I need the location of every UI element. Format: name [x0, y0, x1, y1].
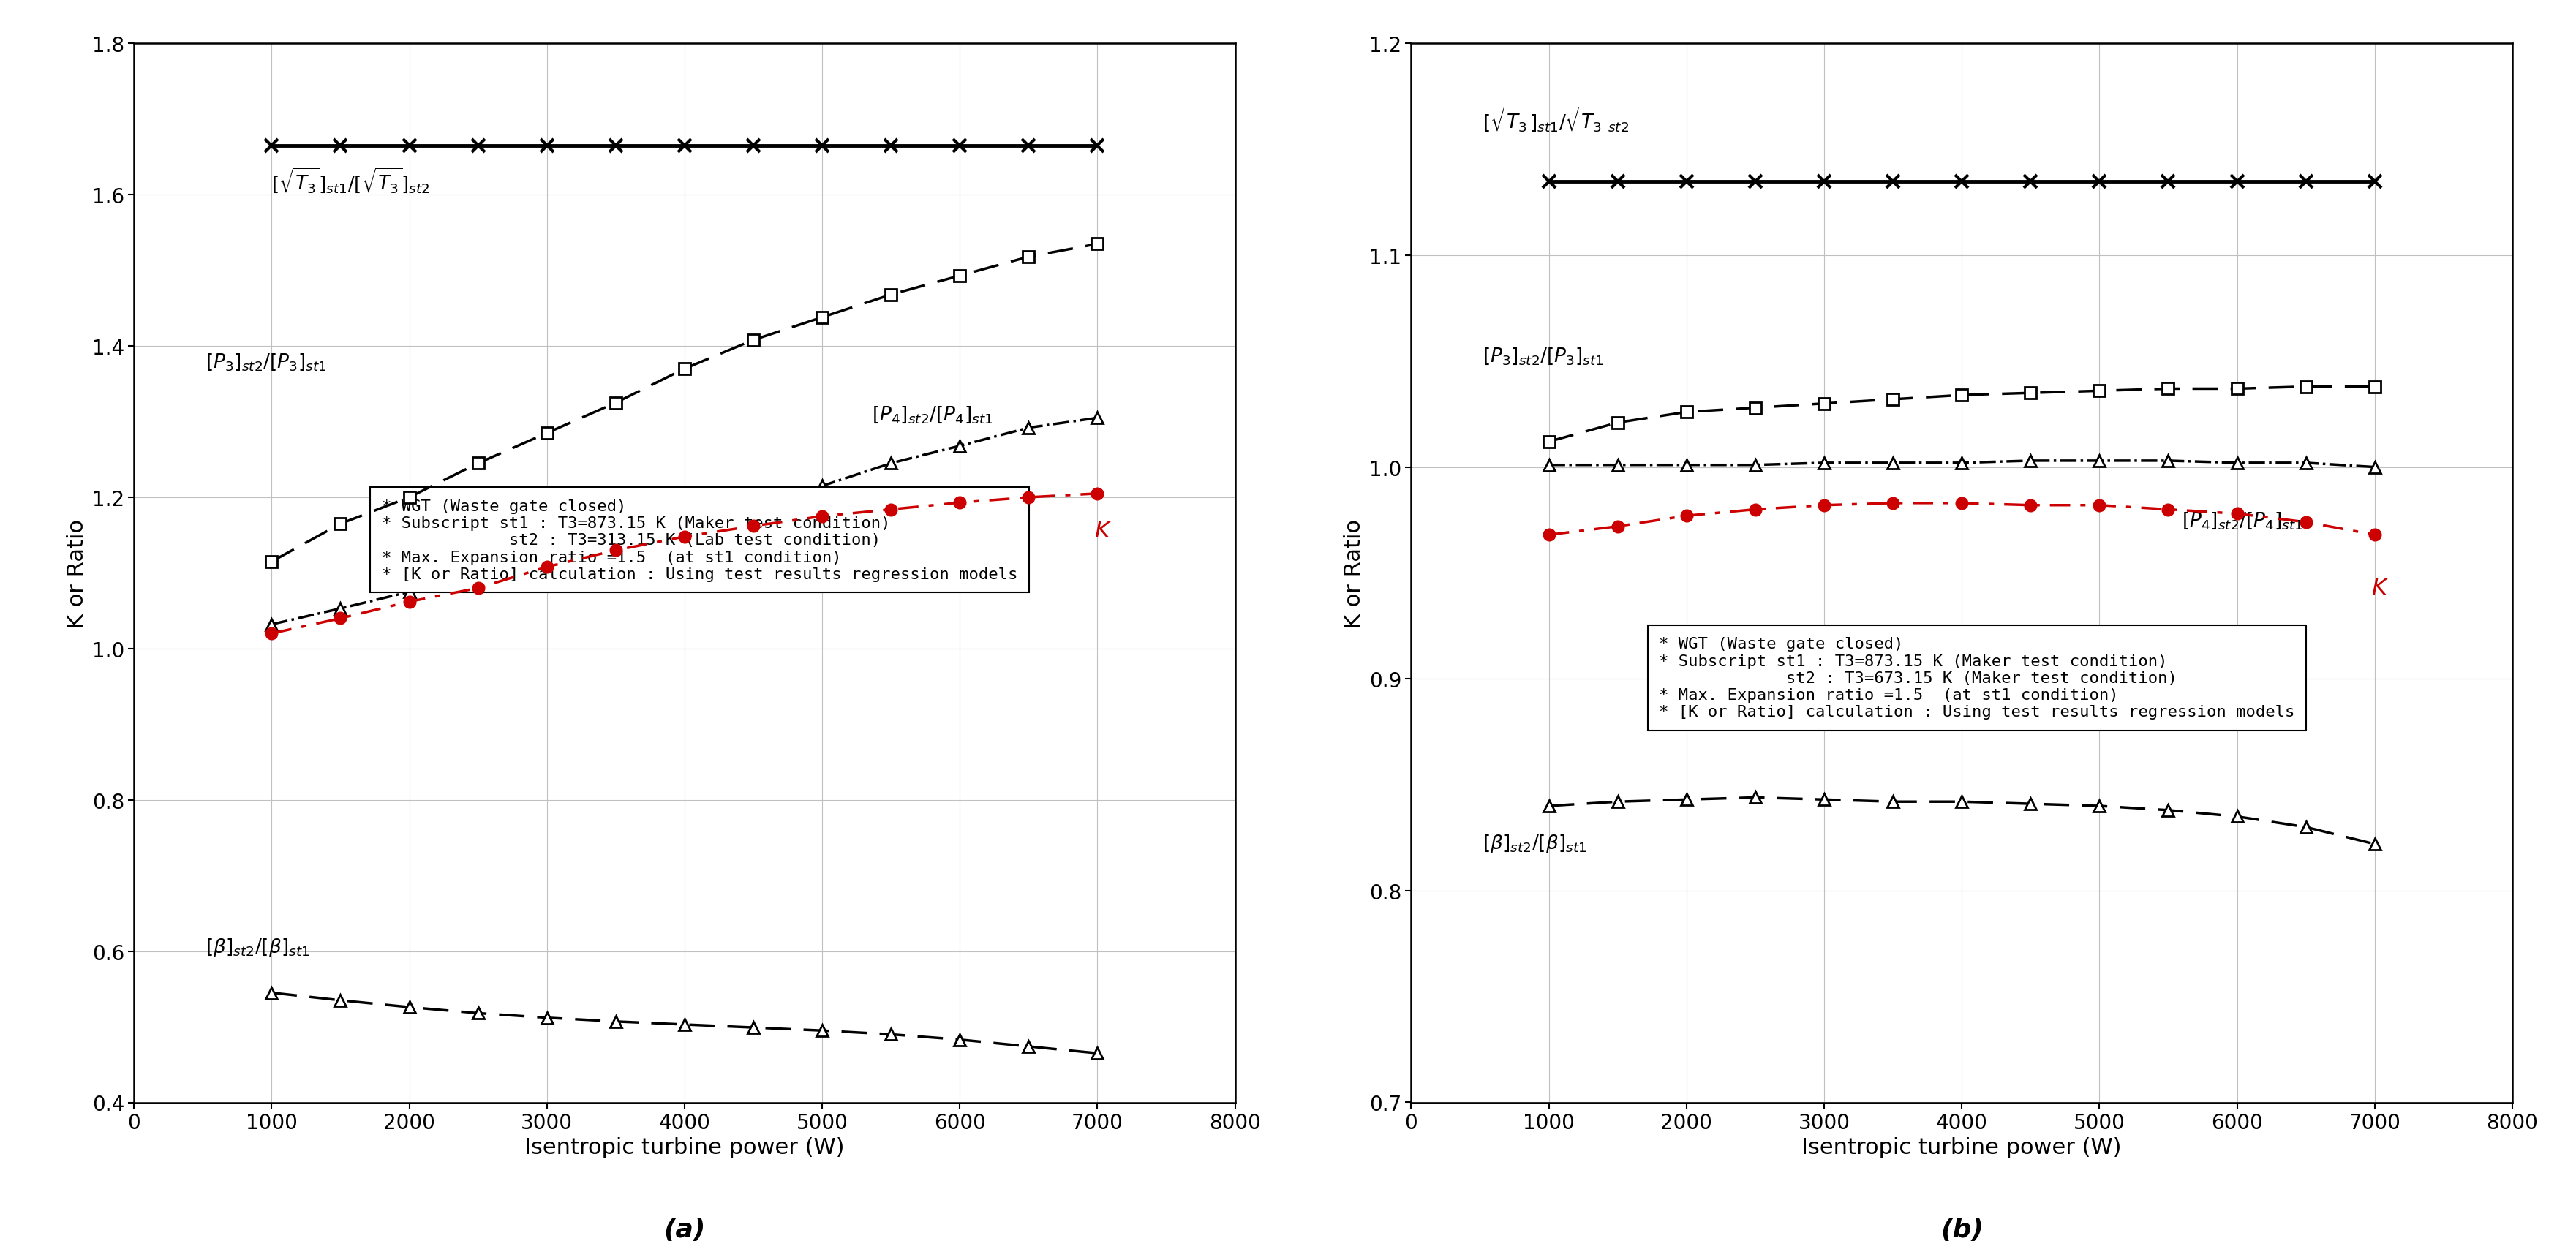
Text: (b): (b): [1940, 1217, 1984, 1241]
Text: $[\sqrt{T_3}]_{st1}/\sqrt{T_3}\,_{st2}$: $[\sqrt{T_3}]_{st1}/\sqrt{T_3}\,_{st2}$: [1481, 105, 1628, 134]
Text: $[\sqrt{T_3}]_{st1}/[\sqrt{T_3}]_{st2}$: $[\sqrt{T_3}]_{st1}/[\sqrt{T_3}]_{st2}$: [270, 166, 430, 195]
Text: $K$: $K$: [2370, 577, 2388, 600]
Y-axis label: K or Ratio: K or Ratio: [67, 519, 88, 627]
Text: * WGT (Waste gate closed)
* Subscript st1 : T3=873.15 K (Maker test condition)
 : * WGT (Waste gate closed) * Subscript st…: [1659, 636, 2295, 719]
Text: $[P_3]_{st2}/[P_3]_{st1}$: $[P_3]_{st2}/[P_3]_{st1}$: [206, 352, 327, 372]
Text: $[\beta]_{st2}/[\beta]_{st1}$: $[\beta]_{st2}/[\beta]_{st1}$: [1481, 833, 1587, 854]
Text: (a): (a): [665, 1217, 706, 1241]
Text: $K$: $K$: [1095, 520, 1113, 543]
Text: $[P_3]_{st2}/[P_3]_{st1}$: $[P_3]_{st2}/[P_3]_{st1}$: [1481, 346, 1602, 367]
X-axis label: Isentropic turbine power (W): Isentropic turbine power (W): [1801, 1137, 2120, 1158]
Text: $[P_4]_{st2}/[P_4]_{st1}$: $[P_4]_{st2}/[P_4]_{st1}$: [2182, 510, 2303, 530]
Text: $[\beta]_{st2}/[\beta]_{st1}$: $[\beta]_{st2}/[\beta]_{st1}$: [206, 936, 309, 958]
Y-axis label: K or Ratio: K or Ratio: [1345, 519, 1365, 627]
Text: $[P_4]_{st2}/[P_4]_{st1}$: $[P_4]_{st2}/[P_4]_{st1}$: [871, 404, 992, 425]
X-axis label: Isentropic turbine power (W): Isentropic turbine power (W): [526, 1137, 845, 1158]
Text: * WGT (Waste gate closed)
* Subscript st1 : T3=873.15 K (Maker test condition)
 : * WGT (Waste gate closed) * Subscript st…: [381, 499, 1018, 582]
